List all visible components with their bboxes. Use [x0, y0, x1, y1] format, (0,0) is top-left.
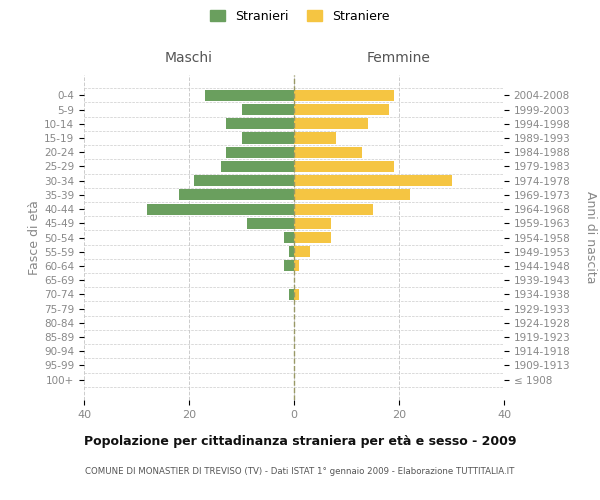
Text: Popolazione per cittadinanza straniera per età e sesso - 2009: Popolazione per cittadinanza straniera p… — [84, 435, 516, 448]
Bar — [294, 104, 389, 115]
Bar — [294, 118, 367, 130]
Bar — [221, 161, 294, 172]
Bar — [194, 175, 294, 186]
Bar — [241, 104, 294, 115]
Bar — [226, 118, 294, 130]
Bar — [247, 218, 294, 229]
Y-axis label: Fasce di età: Fasce di età — [28, 200, 41, 275]
Y-axis label: Anni di nascita: Anni di nascita — [584, 191, 598, 284]
Bar — [294, 175, 452, 186]
Text: COMUNE DI MONASTIER DI TREVISO (TV) - Dati ISTAT 1° gennaio 2009 - Elaborazione : COMUNE DI MONASTIER DI TREVISO (TV) - Da… — [85, 468, 515, 476]
Bar — [294, 246, 310, 258]
Bar — [284, 260, 294, 272]
Bar — [205, 90, 294, 101]
Bar — [294, 132, 336, 143]
Bar — [289, 289, 294, 300]
Bar — [294, 218, 331, 229]
Bar — [241, 132, 294, 143]
Bar — [147, 204, 294, 214]
Bar — [294, 260, 299, 272]
Bar — [294, 289, 299, 300]
Text: Maschi: Maschi — [165, 51, 213, 65]
Bar — [294, 204, 373, 214]
Bar — [289, 246, 294, 258]
Bar — [294, 146, 362, 158]
Bar — [179, 190, 294, 200]
Bar — [284, 232, 294, 243]
Bar — [294, 161, 394, 172]
Bar — [294, 190, 409, 200]
Bar — [226, 146, 294, 158]
Bar — [294, 90, 394, 101]
Legend: Stranieri, Straniere: Stranieri, Straniere — [206, 6, 394, 26]
Bar — [294, 232, 331, 243]
Text: Femmine: Femmine — [367, 51, 431, 65]
